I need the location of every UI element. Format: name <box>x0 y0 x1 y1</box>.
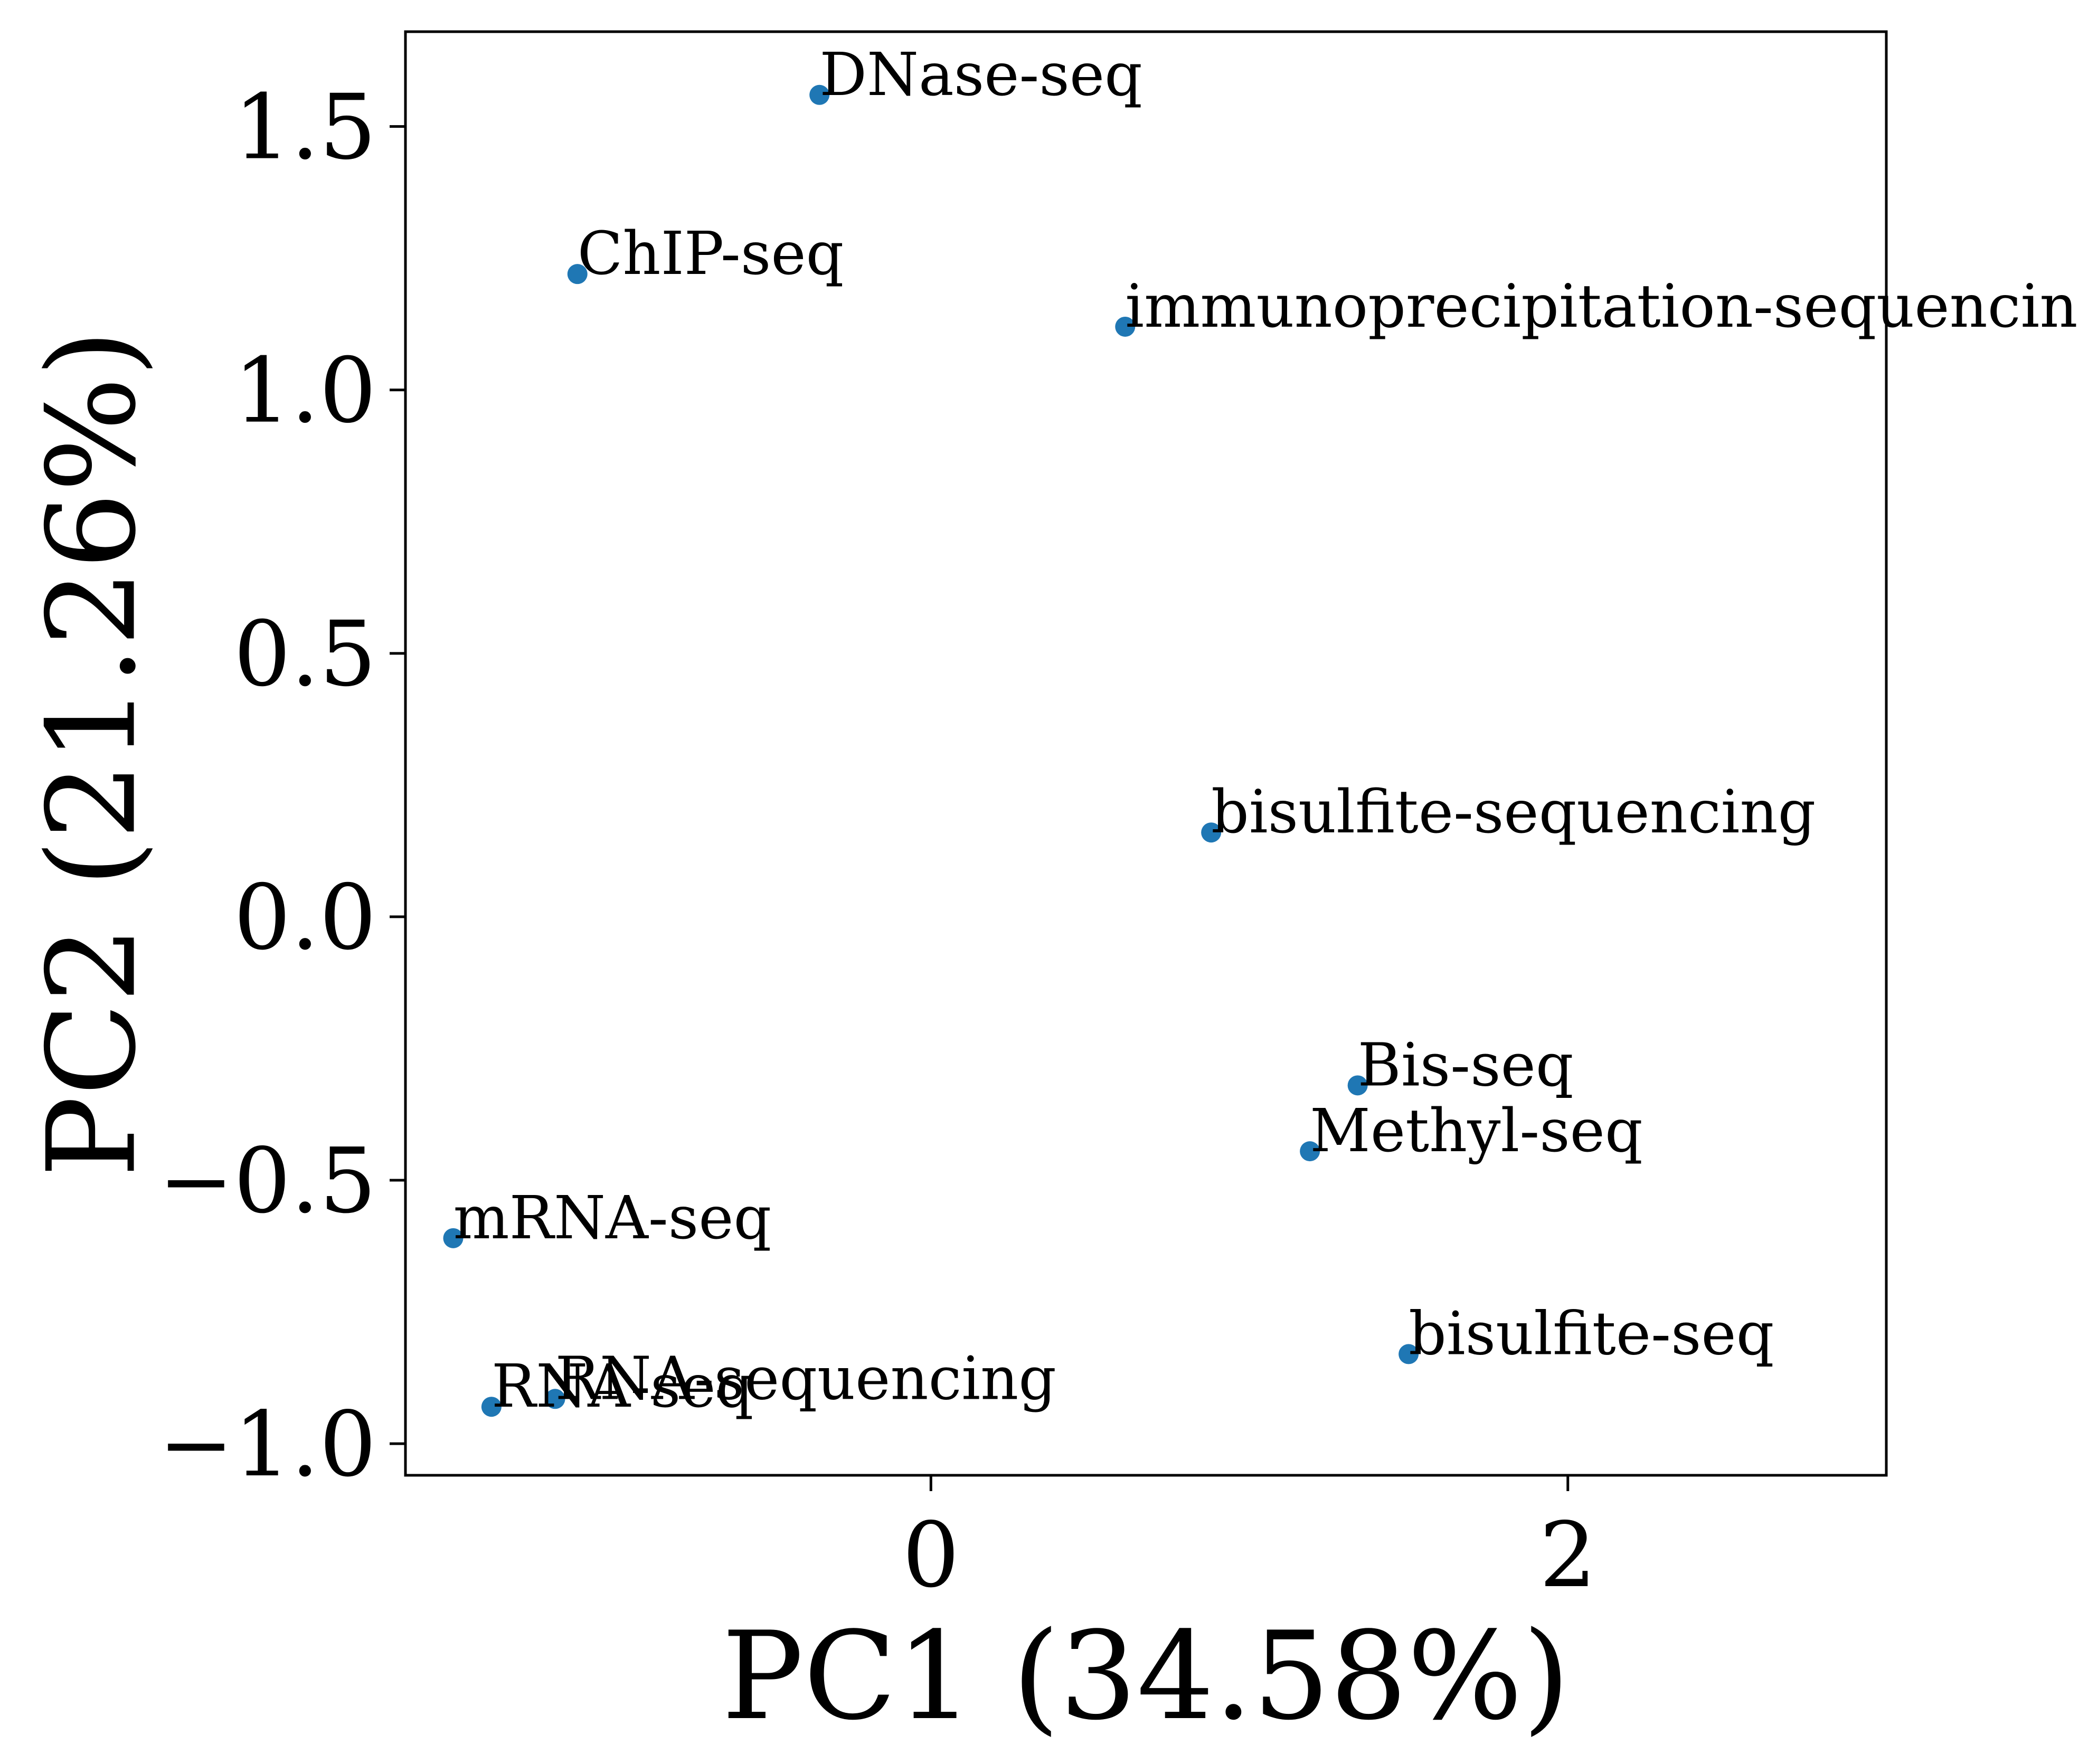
x-tick-label: 2 <box>1539 1503 1596 1608</box>
data-point <box>1398 1344 1419 1364</box>
y-tick-label: 0.5 <box>234 602 376 707</box>
plot-area-frame <box>404 30 1888 1477</box>
y-axis-ticks: −1.0 −0.5 0.0 0.5 1.0 1.5 <box>158 75 405 1497</box>
data-point-label: DNase-seq <box>819 41 1142 109</box>
y-tick-label: 1.0 <box>234 339 376 443</box>
data-point-label: Bis-seq <box>1358 1031 1574 1099</box>
y-tick-label: −0.5 <box>158 1129 376 1234</box>
data-point-label: RNA-seq <box>492 1352 754 1421</box>
data-point <box>809 84 830 105</box>
data-point <box>481 1397 502 1417</box>
data-point <box>1115 316 1136 337</box>
data-point-label: bisulfite-sequencing <box>1211 778 1816 847</box>
y-axis-title: PC2 (21.26%) <box>22 329 163 1178</box>
data-point <box>1201 822 1222 843</box>
data-point-label: Methyl-seq <box>1310 1097 1643 1165</box>
data-point <box>1347 1075 1368 1096</box>
data-point <box>1300 1141 1320 1162</box>
y-tick-label: −1.0 <box>158 1392 376 1497</box>
data-point-label: mRNA-seq <box>453 1184 771 1253</box>
data-point-label: bisulfite-seq <box>1409 1300 1774 1368</box>
data-point <box>545 1389 565 1409</box>
points-layer <box>443 84 1419 1417</box>
data-point <box>567 264 588 284</box>
x-tick-label: 0 <box>902 1503 959 1608</box>
data-point-label: immunoprecipitation-sequencing <box>1125 272 2079 341</box>
y-tick-label: 0.0 <box>234 866 376 970</box>
x-axis-title: PC1 (34.58%) <box>722 1606 1570 1747</box>
data-point-label: RNA-sequencing <box>555 1344 1056 1413</box>
data-point-label: ChIP-seq <box>578 220 844 288</box>
point-labels-layer: DNase-seq ChIP-seq immunoprecipitation-seq… <box>453 41 2079 1421</box>
y-tick-label: 1.5 <box>234 75 376 180</box>
data-point <box>443 1228 464 1248</box>
